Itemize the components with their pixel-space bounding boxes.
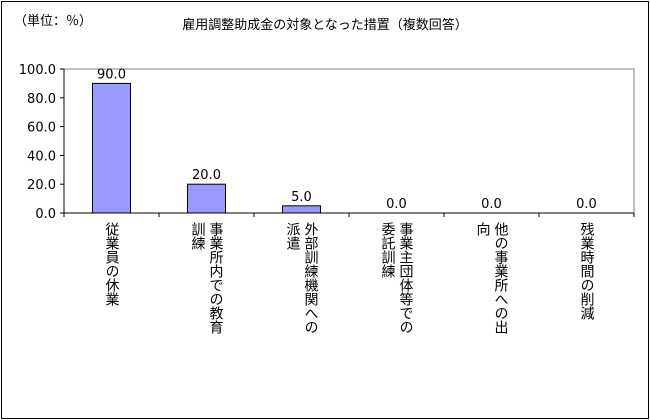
- x-tick-label: 従業員の休業: [103, 222, 120, 306]
- y-tick-label: 60.0: [27, 121, 56, 136]
- y-tick-label: 20.0: [27, 178, 56, 193]
- chart-title: 雇用調整助成金の対象となった措置（複数回答）: [182, 18, 468, 33]
- data-label: 0.0: [481, 197, 502, 212]
- plot-area: [63, 68, 635, 214]
- x-tick-label: 外部訓練機関への 派遣: [284, 222, 319, 334]
- data-label: 0.0: [576, 197, 597, 212]
- x-tick-label: 事業主団体等での 委託訓練: [379, 222, 414, 334]
- x-tick-label: 事業所内での教育 訓練: [189, 222, 224, 334]
- unit-label: （単位：％）: [14, 14, 93, 29]
- data-label: 0.0: [386, 197, 407, 212]
- data-label: 5.0: [291, 190, 312, 205]
- y-tick-label: 0.0: [35, 207, 56, 222]
- x-tick-label: 残業時間の削減: [578, 222, 595, 320]
- data-label: 20.0: [192, 168, 221, 183]
- bar: [282, 205, 321, 214]
- bar: [92, 82, 131, 214]
- y-tick-label: 100.0: [19, 63, 56, 78]
- x-tick-label: 他の事業所への出向: [474, 222, 509, 334]
- bar: [187, 183, 226, 214]
- y-tick-label: 80.0: [27, 92, 56, 107]
- data-label: 90.0: [97, 67, 126, 82]
- y-tick-label: 40.0: [27, 149, 56, 164]
